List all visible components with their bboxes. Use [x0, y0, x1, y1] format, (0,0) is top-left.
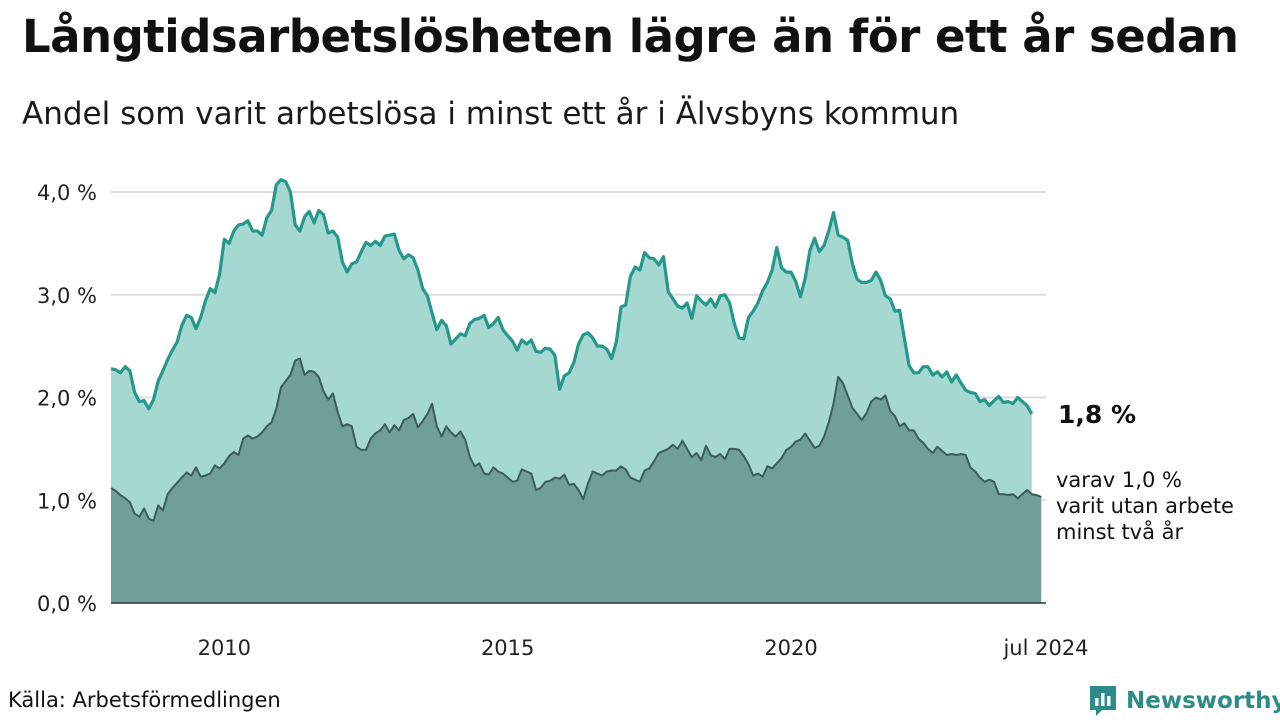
- bar-chart-icon: [1090, 686, 1116, 716]
- total-series-line: [110, 178, 1034, 415]
- x-tick-label: 2015: [481, 636, 534, 660]
- x-axis-ticks: 2010 2015 2020 jul 2024: [198, 636, 1089, 660]
- long-end-label-line: minst två år: [1056, 519, 1184, 544]
- brand-logo[interactable]: Newsworthy: [1088, 683, 1280, 719]
- x-tick-label: 2020: [764, 636, 817, 660]
- long-series-line: [110, 357, 1042, 522]
- y-tick-label: 0,0 %: [37, 592, 97, 616]
- chart-title: Långtidsarbetslösheten lägre än för ett …: [22, 10, 1239, 63]
- long-series-area: [111, 358, 1042, 603]
- long-end-label-line: varav 1,0 %: [1056, 468, 1182, 492]
- source-note: Källa: Arbetsförmedlingen: [8, 688, 281, 712]
- y-tick-label: 4,0 %: [37, 181, 97, 205]
- y-tick-label: 2,0 %: [37, 387, 97, 411]
- long-end-label: varav 1,0 % varit utan arbete minst två år: [1056, 468, 1234, 544]
- x-tick-label: 2010: [198, 636, 251, 660]
- x-tick-label: jul 2024: [1002, 636, 1088, 660]
- total-end-label: 1,8 %: [1058, 400, 1136, 429]
- y-axis-ticks: 0,0 % 1,0 % 2,0 % 3,0 % 4,0 %: [37, 181, 97, 616]
- long-end-label-line: varit utan arbete: [1056, 494, 1234, 518]
- brand-name: Newsworthy: [1126, 688, 1280, 714]
- y-tick-label: 3,0 %: [37, 284, 97, 308]
- chart-subtitle: Andel som varit arbetslösa i minst ett å…: [22, 96, 960, 132]
- y-tick-label: 1,0 %: [37, 489, 97, 513]
